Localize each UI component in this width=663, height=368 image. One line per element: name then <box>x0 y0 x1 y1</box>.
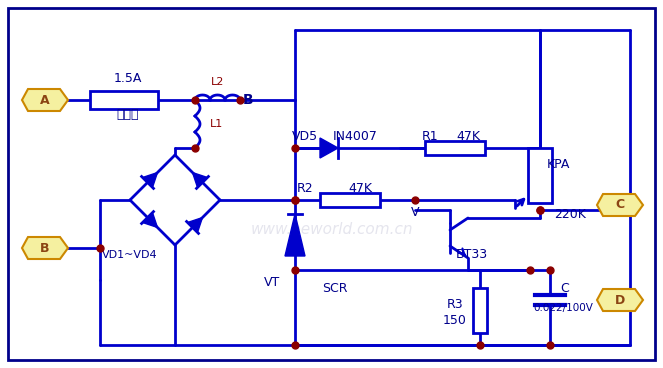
Polygon shape <box>597 289 643 311</box>
Text: B: B <box>243 93 253 107</box>
Text: A: A <box>40 93 50 106</box>
Polygon shape <box>285 214 305 256</box>
Polygon shape <box>143 213 157 227</box>
Text: VT: VT <box>264 276 280 289</box>
Text: 220K: 220K <box>554 209 586 222</box>
Text: 1.5A: 1.5A <box>114 71 142 85</box>
Text: C: C <box>615 198 625 212</box>
Text: 47K: 47K <box>456 130 480 142</box>
Text: B: B <box>40 241 50 255</box>
Text: R2: R2 <box>296 181 314 195</box>
Polygon shape <box>22 89 68 111</box>
Bar <box>528 148 552 203</box>
Polygon shape <box>143 173 157 187</box>
Text: 0.022/100V: 0.022/100V <box>533 303 593 313</box>
Bar <box>425 141 485 155</box>
Polygon shape <box>320 138 338 158</box>
Bar <box>320 193 380 207</box>
Text: R3: R3 <box>447 297 463 311</box>
Text: C: C <box>561 282 570 294</box>
Text: VD1~VD4: VD1~VD4 <box>102 250 158 260</box>
Text: KPA: KPA <box>546 159 570 171</box>
Polygon shape <box>597 194 643 216</box>
Text: V: V <box>411 206 419 219</box>
Text: SCR: SCR <box>322 282 348 294</box>
Text: BT33: BT33 <box>456 248 488 261</box>
Text: www.eeworld.com.cn: www.eeworld.com.cn <box>251 223 413 237</box>
Text: L2: L2 <box>211 77 225 87</box>
Polygon shape <box>188 217 202 233</box>
Text: L1: L1 <box>210 119 223 129</box>
Polygon shape <box>22 237 68 259</box>
Text: VD5: VD5 <box>292 130 318 142</box>
Text: IN4007: IN4007 <box>333 130 377 142</box>
Text: D: D <box>615 294 625 307</box>
Bar <box>90 91 158 109</box>
Text: 150: 150 <box>443 314 467 326</box>
Bar <box>473 288 487 333</box>
Text: 保险丝: 保险丝 <box>117 107 139 120</box>
Text: R1: R1 <box>422 130 438 142</box>
Polygon shape <box>192 173 208 187</box>
Text: 47K: 47K <box>348 181 372 195</box>
